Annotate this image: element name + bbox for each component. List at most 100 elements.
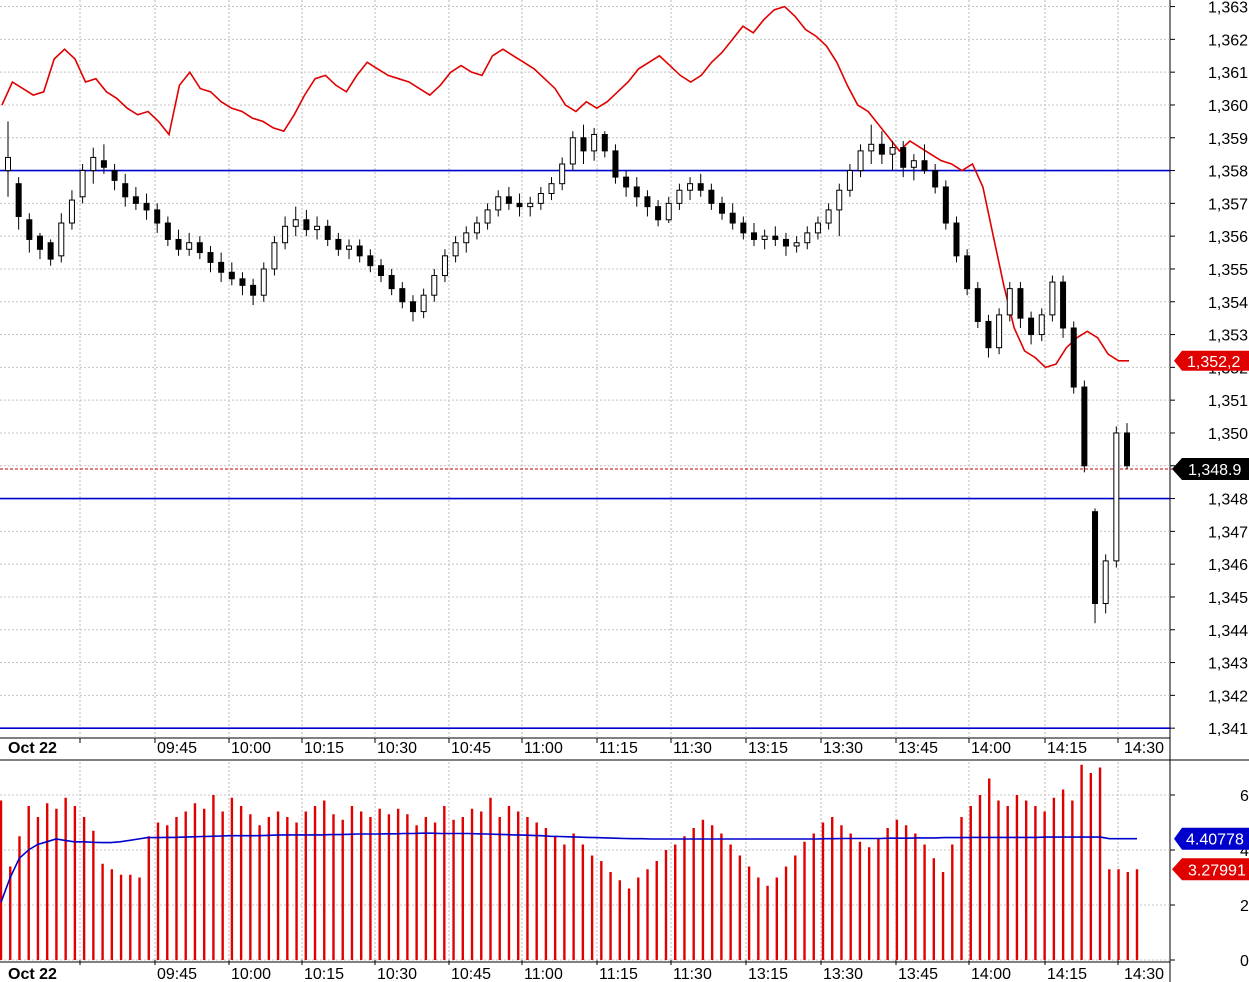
candle <box>1070 321 1077 394</box>
candle-body-up <box>814 222 821 234</box>
x-time-label: 14:30 <box>1124 966 1164 982</box>
x-time-label: 13:45 <box>898 966 938 982</box>
candle <box>697 173 704 197</box>
candle-body-down <box>633 186 640 198</box>
candle-body-down <box>26 219 33 240</box>
candle <box>740 216 747 240</box>
candle-body-down <box>708 189 715 204</box>
candle <box>1017 282 1024 328</box>
candle <box>292 206 299 237</box>
candle <box>260 262 267 302</box>
candle-body-down <box>985 320 992 349</box>
candle <box>1038 308 1045 342</box>
candle-body-down <box>356 245 363 257</box>
candle-body-up <box>79 170 86 198</box>
x-time-label: 14:00 <box>971 740 1011 757</box>
candle-body-up <box>186 242 193 250</box>
candle-body-down <box>974 288 981 322</box>
candle <box>271 236 278 276</box>
x-time-label: 10:15 <box>304 740 344 757</box>
candle <box>207 246 214 273</box>
candle-body-down <box>122 183 129 198</box>
candle-body-down <box>1124 432 1130 467</box>
candle <box>473 216 480 240</box>
candle-body-up <box>1113 432 1120 562</box>
candle-body-down <box>143 202 150 211</box>
candle <box>591 127 598 161</box>
candle <box>79 164 86 204</box>
candle <box>303 209 310 237</box>
current-price-tag-bg <box>1172 458 1249 481</box>
candle-body-up <box>559 163 566 185</box>
candle-body-down <box>505 196 512 204</box>
volume-y-tick-label: 4 <box>1240 843 1249 860</box>
overlay-price-tag-label: 1,352,2 <box>1187 354 1240 371</box>
x-time-label: 10:00 <box>231 740 271 757</box>
candle <box>836 183 843 237</box>
candle <box>953 216 960 263</box>
x-time-label: 13:30 <box>823 966 863 982</box>
candle <box>719 196 726 220</box>
candle <box>782 232 789 256</box>
candle-body-up <box>282 225 289 244</box>
candle <box>655 200 662 227</box>
volume-y-tick-label: 2 <box>1240 898 1249 915</box>
candle-body-up <box>5 156 11 172</box>
volume-value-tag-label: 3.27991 <box>1188 862 1246 879</box>
candle-body-down <box>207 252 214 263</box>
candle-body-up <box>346 245 353 250</box>
candle-body-down <box>932 170 939 188</box>
x-time-label: 13:45 <box>898 740 938 757</box>
x-time-label: 14:15 <box>1047 966 1087 982</box>
y-tick-label: 1,354 <box>1208 295 1248 312</box>
candle <box>68 190 75 230</box>
candle <box>228 262 235 286</box>
candle <box>804 226 811 250</box>
candle-body-down <box>772 235 779 240</box>
candle-body-up <box>1102 560 1109 605</box>
candle <box>335 232 342 256</box>
candle <box>314 216 321 240</box>
candle <box>633 177 640 207</box>
candle-body-up <box>260 268 267 296</box>
x-time-label: 13:15 <box>748 740 788 757</box>
candle <box>356 239 363 263</box>
candle-body-down <box>399 288 406 303</box>
candle <box>5 121 11 197</box>
x-time-label: 11:30 <box>673 740 712 757</box>
candle-body-up <box>473 222 480 234</box>
candle-body-down <box>782 238 789 247</box>
candle <box>889 141 896 171</box>
candle-body-down <box>1092 511 1099 605</box>
candle-body-up <box>548 183 555 195</box>
candle-body-down <box>1060 281 1067 329</box>
candle-body-down <box>942 186 949 224</box>
x-time-label: 09:45 <box>157 966 197 982</box>
candle-body-down <box>644 196 651 208</box>
candle-body-up <box>292 219 299 227</box>
candle-body-up <box>569 137 576 165</box>
y-tick-label: 1,353 <box>1208 328 1248 345</box>
candle-body-up <box>857 150 864 172</box>
candle <box>452 236 459 263</box>
candle <box>441 249 448 283</box>
volume-value-tag-bg <box>1172 858 1249 881</box>
y-tick-label: 1,356 <box>1208 229 1248 246</box>
candle <box>505 186 512 210</box>
y-tick-label: 1,348 <box>1208 492 1248 509</box>
candle <box>708 183 715 210</box>
overlay-price-tag: 1,352,2 <box>1174 350 1249 371</box>
candle-body-down <box>697 183 704 191</box>
candle <box>868 124 875 164</box>
candle-body-up <box>910 160 917 168</box>
candle <box>996 308 1003 355</box>
x-time-label: 13:30 <box>823 740 863 757</box>
volume-value-tag: 3.27991 <box>1172 858 1249 881</box>
x-time-label: 10:30 <box>377 966 417 982</box>
candle <box>26 213 33 253</box>
candle-body-down <box>655 206 662 221</box>
candle <box>729 203 736 230</box>
x-date-label: Oct 22 <box>8 740 57 757</box>
x-time-label: 14:15 <box>1047 740 1087 757</box>
candle-body-down <box>1081 386 1088 467</box>
